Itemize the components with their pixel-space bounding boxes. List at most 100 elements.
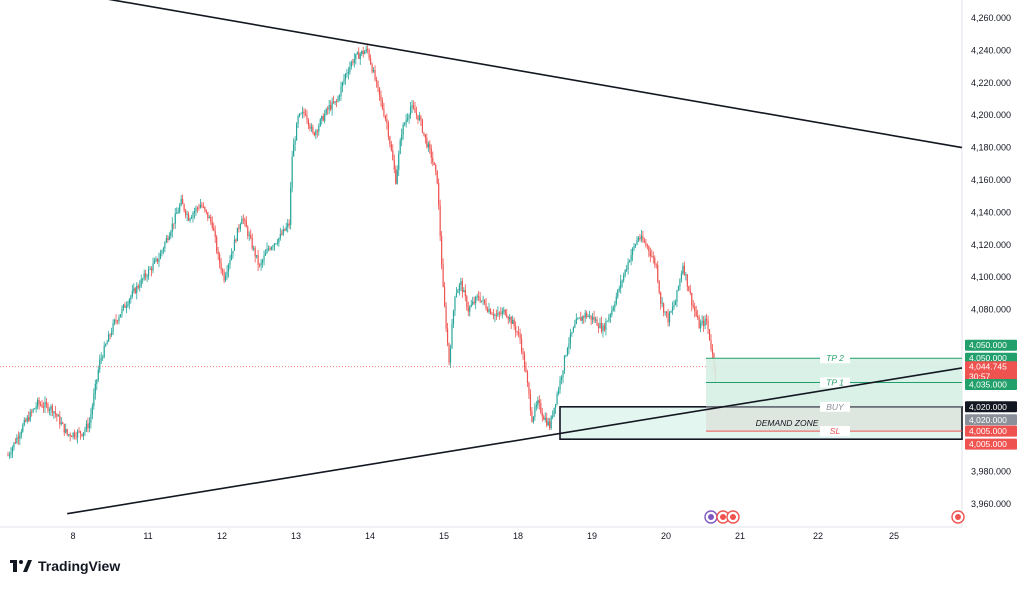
candle-body bbox=[290, 187, 292, 225]
candle-body bbox=[614, 304, 616, 308]
candle-body bbox=[668, 312, 671, 323]
candle-body bbox=[196, 207, 199, 209]
candle-body bbox=[115, 319, 117, 321]
candle-body bbox=[393, 159, 395, 170]
candle-body bbox=[489, 309, 492, 314]
candle-body bbox=[370, 58, 372, 65]
candle-body bbox=[53, 411, 55, 413]
candle-body bbox=[330, 104, 332, 110]
candle-body bbox=[75, 436, 77, 438]
candle-body bbox=[324, 114, 326, 121]
candle-body bbox=[418, 116, 421, 120]
candle-body bbox=[236, 227, 238, 242]
candle-body bbox=[109, 334, 111, 336]
candle-body bbox=[224, 275, 227, 281]
candle-body bbox=[68, 434, 70, 436]
candle-body bbox=[705, 318, 708, 321]
candle-body bbox=[523, 354, 526, 368]
y-tick-label: 4,120.000 bbox=[971, 240, 1011, 250]
candle-body bbox=[127, 304, 129, 307]
candle-body bbox=[479, 297, 481, 302]
candle-body bbox=[189, 218, 191, 221]
candle-body bbox=[247, 227, 249, 236]
candle-body bbox=[91, 406, 93, 415]
candle-body bbox=[685, 274, 687, 276]
candle-body bbox=[155, 258, 157, 261]
candle-body bbox=[485, 303, 487, 309]
candle-body bbox=[518, 332, 520, 334]
candle-body bbox=[124, 304, 126, 308]
candle-body bbox=[81, 434, 83, 437]
candle-body bbox=[407, 118, 409, 120]
candle-body bbox=[652, 256, 654, 258]
candle-body bbox=[334, 101, 336, 103]
candle-body bbox=[568, 343, 570, 349]
candle-body bbox=[239, 224, 241, 229]
candle-body bbox=[327, 108, 329, 110]
candle-body bbox=[11, 447, 14, 453]
tag-4044: 4,044.745 bbox=[969, 362, 1007, 372]
candle-body bbox=[640, 235, 643, 240]
candle-body bbox=[8, 454, 11, 456]
candle-body bbox=[325, 108, 327, 115]
candle-body bbox=[48, 409, 51, 411]
tag-4005-a-bg bbox=[965, 425, 1017, 437]
candle-body bbox=[707, 320, 709, 330]
candle-body bbox=[432, 157, 434, 163]
candle-body bbox=[304, 113, 307, 116]
candle-body bbox=[22, 424, 24, 432]
candle-body bbox=[446, 328, 449, 344]
candle-body bbox=[219, 254, 221, 264]
candle-body bbox=[513, 319, 515, 326]
candle-body bbox=[269, 248, 271, 250]
candle-body bbox=[451, 324, 453, 349]
candle-body bbox=[25, 420, 27, 422]
candle-body bbox=[387, 123, 389, 137]
candle-body bbox=[263, 255, 265, 261]
candle-body bbox=[571, 332, 573, 334]
candle-body bbox=[220, 263, 222, 271]
candle-body bbox=[510, 317, 512, 324]
candle-body bbox=[62, 422, 64, 424]
candle-body bbox=[634, 244, 637, 247]
candle-body bbox=[136, 285, 138, 294]
x-tick-label: 20 bbox=[661, 531, 671, 541]
candle-body bbox=[145, 273, 147, 277]
candle-body bbox=[620, 281, 622, 289]
candle-body bbox=[183, 204, 185, 211]
candle-body bbox=[167, 238, 169, 240]
candle-body bbox=[488, 309, 490, 312]
candle-body bbox=[17, 437, 19, 439]
candle-body bbox=[557, 389, 560, 394]
candle-body bbox=[174, 213, 176, 224]
candle-body bbox=[441, 236, 443, 265]
candle-body bbox=[164, 242, 166, 249]
candle-body bbox=[118, 317, 120, 322]
candle-body bbox=[637, 237, 640, 241]
tag-4044-bg bbox=[965, 361, 1017, 373]
candle-body bbox=[340, 86, 342, 96]
candle-body bbox=[438, 183, 440, 206]
candle-body bbox=[173, 223, 175, 225]
candle-body bbox=[461, 281, 463, 293]
candle-body bbox=[276, 242, 278, 244]
candle-body bbox=[201, 204, 203, 207]
candle-body bbox=[402, 124, 404, 135]
candle-body bbox=[424, 134, 426, 138]
candle-body bbox=[180, 199, 182, 206]
candle-body bbox=[93, 394, 95, 407]
candle-body bbox=[541, 412, 543, 417]
tradingview-brand[interactable]: TradingView bbox=[10, 558, 120, 574]
candle-body bbox=[128, 299, 130, 305]
candle-body bbox=[368, 50, 370, 59]
candle-body bbox=[45, 402, 48, 405]
candle-body bbox=[390, 144, 392, 151]
candle-body bbox=[71, 436, 73, 438]
candle-body bbox=[28, 417, 30, 421]
candle-body bbox=[414, 108, 416, 113]
candle-body bbox=[352, 62, 354, 63]
candle-body bbox=[312, 126, 314, 133]
candle-body bbox=[666, 311, 668, 314]
candle-body bbox=[475, 297, 477, 304]
